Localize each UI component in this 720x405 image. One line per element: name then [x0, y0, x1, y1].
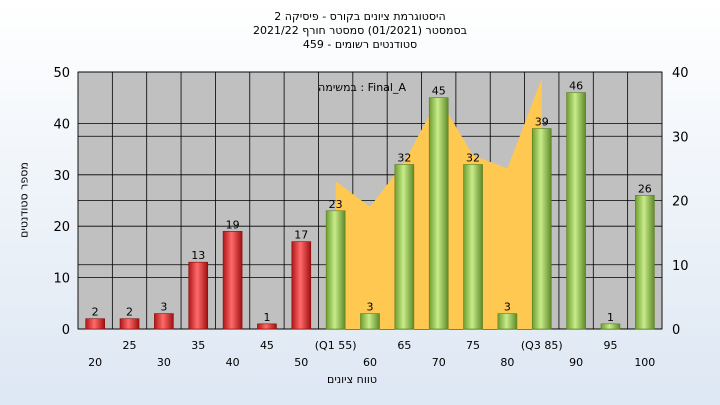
- bar-75: [463, 164, 483, 330]
- bar-20: [85, 318, 105, 330]
- x-tick-label-upper: 65: [397, 339, 411, 352]
- x-tick-label-upper: 75: [466, 339, 480, 352]
- bar-55: [325, 210, 346, 330]
- bar-label-20: 2: [92, 306, 99, 319]
- y2-tick-label-30: 30: [672, 130, 689, 145]
- y2-tick-label-0: 0: [672, 323, 680, 338]
- bar-40: [222, 231, 243, 330]
- x-tick-label-upper: 25: [123, 339, 137, 352]
- bar-25: [119, 318, 140, 330]
- x-tick-label-lower: 50: [294, 356, 308, 369]
- bar-label-35: 13: [191, 249, 205, 262]
- chart-title-line-2: בסמסטר (01/2021) סמסטר חורף 2021/22: [253, 24, 467, 37]
- bar-label-90: 46: [569, 80, 583, 93]
- x-axis-label: טווח ציונים: [327, 373, 377, 386]
- x-tick-label-lower: 100: [634, 356, 655, 369]
- bar-label-85: 39: [535, 116, 549, 129]
- y2-tick-label-20: 20: [672, 195, 689, 210]
- y-axis-label: מספר סטודנטים: [17, 162, 31, 238]
- x-tick-label-upper: (Q3 85): [521, 339, 563, 352]
- bar-90: [566, 92, 586, 330]
- x-tick-label-lower: 20: [88, 356, 102, 369]
- bar-label-45: 1: [263, 311, 270, 324]
- bar-label-25: 2: [126, 306, 133, 319]
- x-tick-label-upper: 95: [603, 339, 617, 352]
- bar-100: [635, 195, 655, 330]
- y2-tick-label-10: 10: [672, 259, 689, 274]
- y-tick-label-10: 10: [53, 272, 70, 287]
- bar-label-55: 23: [329, 198, 343, 211]
- bar-label-60: 3: [367, 301, 374, 314]
- y-tick-label-30: 30: [53, 169, 70, 184]
- bar-60: [360, 313, 380, 330]
- bar-95: [600, 323, 621, 330]
- bar-50: [291, 241, 312, 330]
- bar-label-30: 3: [160, 301, 167, 314]
- y-tick-label-20: 20: [53, 220, 70, 235]
- y-tick-label-0: 0: [62, 323, 70, 338]
- x-tick-label-lower: 80: [500, 356, 514, 369]
- x-tick-label-lower: 30: [157, 356, 171, 369]
- bar-label-80: 3: [504, 301, 511, 314]
- bar-label-65: 32: [397, 152, 411, 165]
- y2-tick-label-40: 40: [672, 66, 689, 81]
- bar-35: [188, 261, 209, 330]
- plot-annotation: במשימה : Final_A: [318, 81, 406, 94]
- bar-65: [394, 164, 415, 330]
- x-tick-label-upper: 45: [260, 339, 274, 352]
- bar-label-50: 17: [294, 229, 308, 242]
- y-tick-label-40: 40: [53, 117, 70, 132]
- y-tick-label-50: 50: [53, 66, 70, 81]
- bar-85: [531, 128, 552, 330]
- bar-label-75: 32: [466, 152, 480, 165]
- bar-label-40: 19: [226, 218, 240, 231]
- bar-30: [154, 313, 174, 330]
- chart-title-line-1: היסטוגרמת ציונים בקורס - פיסיקה 2: [274, 10, 446, 23]
- x-tick-label-lower: 60: [363, 356, 377, 369]
- bar-label-100: 26: [638, 182, 652, 195]
- bar-label-95: 1: [607, 311, 614, 324]
- bar-45: [257, 323, 277, 330]
- x-tick-label-upper: (Q1 55): [315, 339, 357, 352]
- x-tick-label-lower: 90: [569, 356, 583, 369]
- x-tick-label-lower: 40: [226, 356, 240, 369]
- x-tick-label-lower: 70: [432, 356, 446, 369]
- x-tick-label-upper: 35: [191, 339, 205, 352]
- chart-title-line-3: סטודנטים רשומים - 459: [302, 38, 418, 51]
- bar-label-70: 45: [432, 85, 446, 98]
- bar-80: [497, 313, 518, 330]
- bar-70: [428, 97, 449, 330]
